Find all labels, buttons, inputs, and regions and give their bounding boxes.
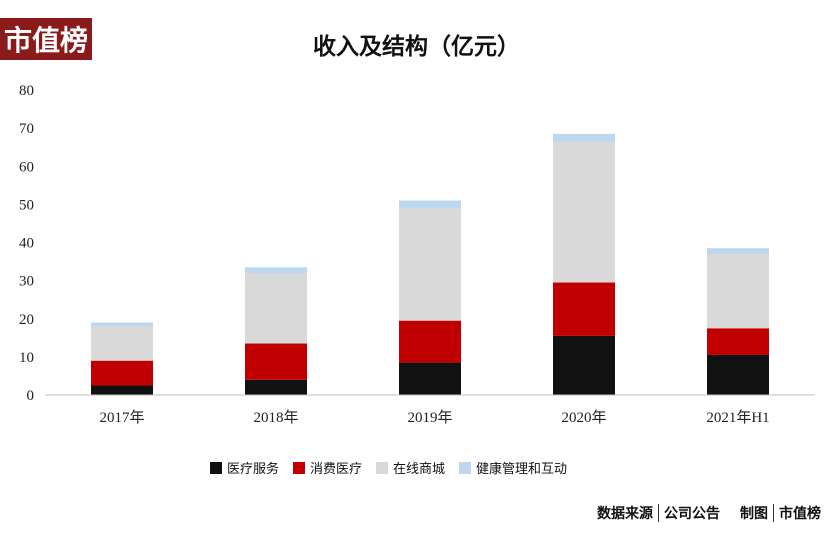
y-tick-label: 20: [19, 312, 34, 328]
bar-segment: [91, 385, 153, 395]
legend-swatch: [210, 461, 222, 474]
bar-segment: [91, 360, 153, 386]
y-tick-label: 40: [19, 236, 34, 252]
x-tick-label: 2018年: [253, 409, 298, 426]
divider: [658, 504, 659, 522]
bar-segment: [553, 335, 615, 395]
divider: [773, 504, 774, 522]
bar-segment: [245, 267, 307, 273]
bar-segment: [399, 200, 461, 209]
y-tick-label: 0: [27, 388, 35, 404]
legend-item-consumer-medical: 消费医疗: [293, 458, 362, 477]
bar-segment: [553, 141, 615, 283]
legend-label: 在线商城: [393, 462, 446, 477]
y-tick-label: 80: [19, 83, 34, 99]
legend-swatch: [293, 461, 306, 474]
x-tick-label: 2021年H1: [706, 409, 769, 426]
source-label: 数据来源: [597, 506, 653, 522]
bar-segment: [707, 253, 769, 329]
y-tick-label: 50: [19, 197, 34, 213]
legend-label: 健康管理和互动: [476, 462, 568, 477]
y-tick-label: 10: [19, 350, 34, 366]
legend-label: 医疗服务: [227, 462, 280, 477]
y-tick-label: 70: [19, 121, 34, 137]
bar-segment: [399, 320, 461, 363]
legend: 医疗服务 消费医疗 在线商城 健康管理和互动: [210, 458, 567, 477]
bar-segment: [399, 362, 461, 395]
y-tick-label: 60: [19, 159, 34, 175]
source-value: 公司公告: [664, 506, 720, 522]
bar-segment: [707, 328, 769, 355]
legend-item-medical-service: 医疗服务: [210, 458, 279, 477]
y-axis-ticks: 0 10 20 30 40 50 60 70 80: [19, 83, 34, 404]
chart-title: 收入及结构（亿元）: [313, 34, 520, 60]
x-tick-label: 2017年: [99, 409, 144, 426]
legend-item-health-management: 健康管理和互动: [459, 458, 567, 477]
y-tick-label: 30: [19, 274, 34, 290]
bar-segment: [707, 248, 769, 254]
brand-logo: 市值榜: [0, 18, 92, 60]
maker-value: 市值榜: [779, 506, 821, 522]
bar-segment: [91, 322, 153, 327]
bar-segment: [91, 326, 153, 361]
x-axis-ticks: 2017年 2018年 2019年 2020年 2021年H1: [99, 409, 769, 426]
maker-label: 制图: [740, 506, 768, 522]
bar-segment: [553, 133, 615, 142]
bar-segment: [245, 379, 307, 395]
bar-segment: [553, 282, 615, 336]
x-tick-label: 2020年: [561, 409, 606, 426]
bar-group: [91, 133, 769, 395]
footer-source: 数据来源 公司公告 制图 市值榜: [597, 503, 821, 523]
legend-swatch: [376, 461, 389, 474]
x-tick-label: 2019年: [407, 409, 452, 426]
bar-segment: [707, 354, 769, 395]
bar-segment: [399, 208, 461, 321]
legend-swatch: [459, 461, 472, 474]
bar-segment: [245, 273, 307, 344]
legend-item-online-mall: 在线商城: [376, 458, 445, 477]
bar-segment: [245, 343, 307, 380]
legend-label: 消费医疗: [310, 462, 363, 477]
